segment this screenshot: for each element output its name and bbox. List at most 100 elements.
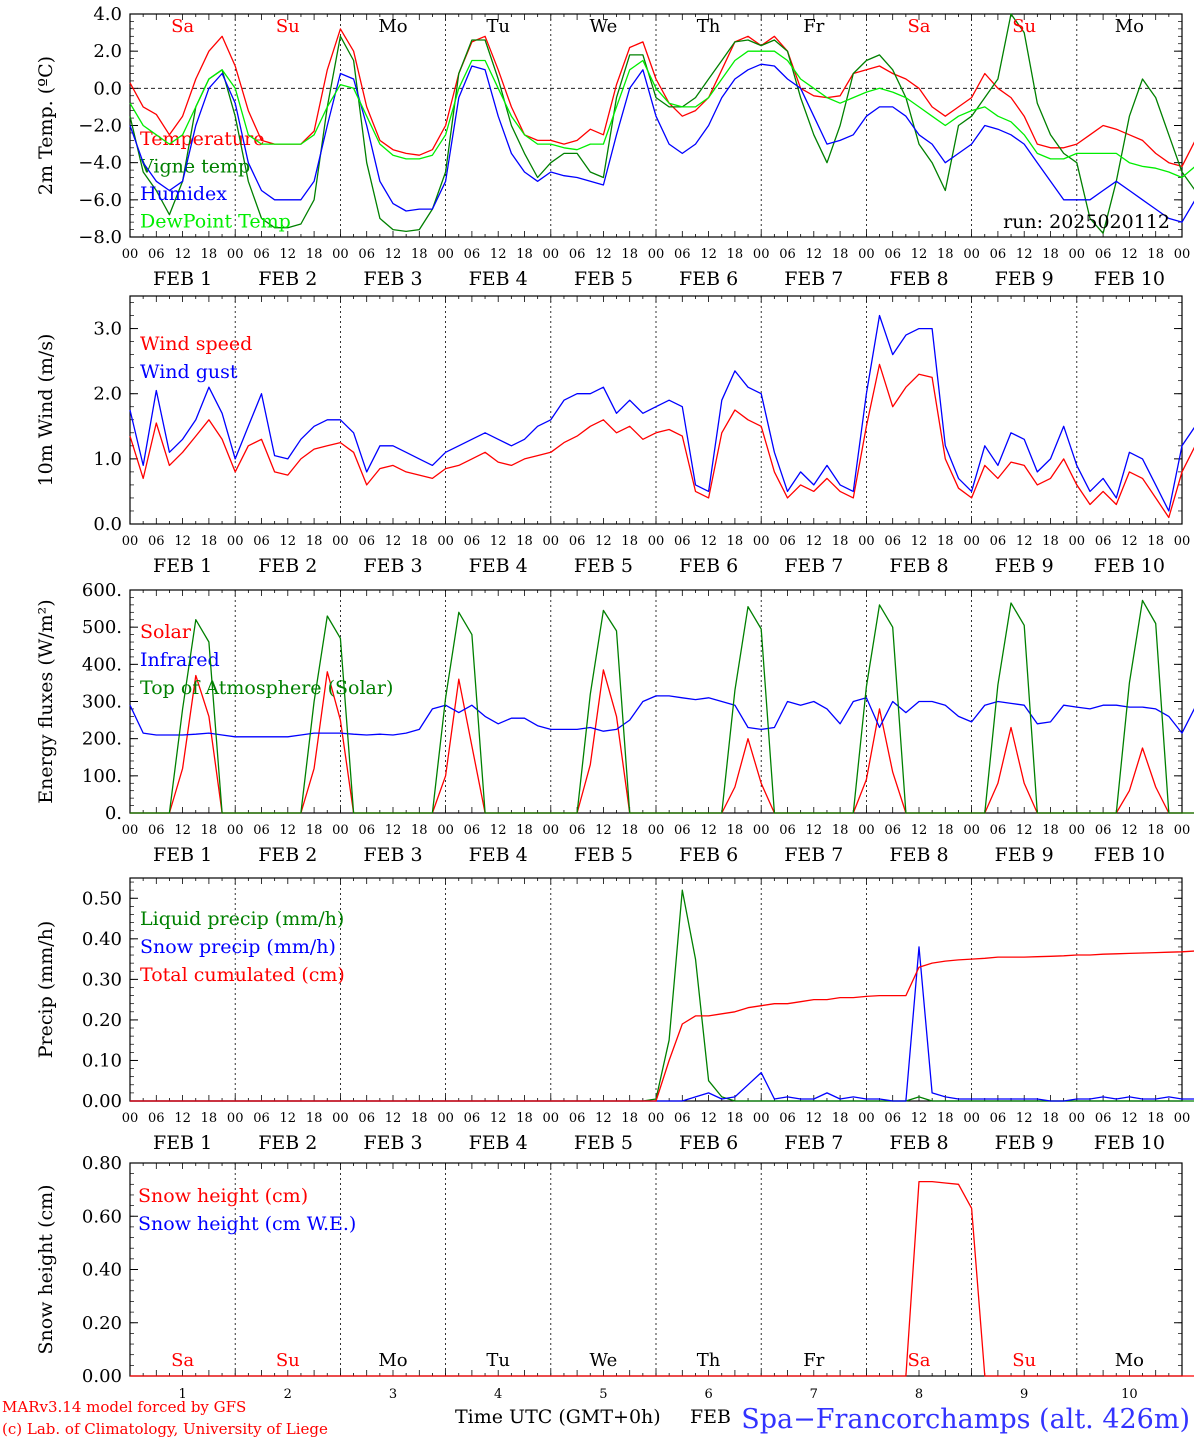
date-label: FEB 6 [679,1132,738,1154]
hour-tick-label: 12 [806,823,823,838]
hour-tick-label: 00 [1174,823,1191,838]
weekday-label: Mo [1115,16,1144,37]
hour-tick-label: 18 [1147,823,1164,838]
hour-tick-label: 00 [753,823,770,838]
hour-tick-label: 18 [937,1111,954,1126]
hour-tick-label: 12 [490,247,507,262]
hour-tick-label: 18 [516,823,533,838]
date-label: FEB 2 [258,1132,317,1154]
y-tick-label: 0.0 [93,78,122,99]
hour-tick-label: 18 [621,1111,638,1126]
legend-entry: Top of Atmosphere (Solar) [140,677,393,699]
hour-tick-label: 00 [1069,247,1086,262]
hour-tick-label: 00 [227,823,244,838]
hour-tick-label: 00 [437,1111,454,1126]
hour-tick-label: 18 [411,534,428,549]
y-tick-label: 0.20 [82,1010,122,1031]
hour-tick-label: 18 [727,823,744,838]
y-tick-label: 1.0 [93,449,122,470]
weekday-label: Mo [378,1350,407,1371]
y-tick-label: 300. [82,692,122,713]
hour-tick-label: 00 [227,1111,244,1126]
hour-tick-label: 12 [1121,247,1138,262]
y-tick-label: 0.80 [82,1153,122,1174]
hour-tick-label: 00 [437,823,454,838]
credit-line-2: (c) Lab. of Climatology, University of L… [2,1420,328,1438]
weekday-label: We [590,16,618,37]
date-label: FEB 6 [679,844,738,866]
hour-tick-label: 06 [779,823,796,838]
hour-tick-label: 18 [411,1111,428,1126]
hour-tick-label: 12 [490,1111,507,1126]
credit-line-1: MARv3.14 model forced by GFS [2,1398,246,1416]
hour-tick-label: 00 [648,534,665,549]
hour-tick-label: 06 [1095,823,1112,838]
weekday-label: Fr [803,16,824,37]
y-tick-label: 400. [82,654,122,675]
y-axis-label: 10m Wind (m/s) [35,334,57,487]
hour-tick-label: 06 [569,534,586,549]
hour-tick-label: 12 [911,1111,928,1126]
hour-tick-label: 00 [122,534,139,549]
date-label: FEB 2 [258,268,317,290]
weekday-label: Mo [378,16,407,37]
hour-tick-label: 06 [358,534,375,549]
hour-tick-label: 06 [148,823,165,838]
date-label: FEB 8 [889,844,948,866]
hour-tick-label: 00 [1069,534,1086,549]
hour-tick-label: 12 [1121,534,1138,549]
hour-tick-label: 00 [437,247,454,262]
date-label: FEB 5 [574,555,633,577]
date-label: FEB 5 [574,1132,633,1154]
hour-tick-label: 00 [858,823,875,838]
hour-tick-label: 06 [1095,247,1112,262]
hour-tick-label: 12 [1016,534,1033,549]
hour-tick-label: 00 [227,247,244,262]
date-label: FEB 3 [363,555,422,577]
hour-tick-label: 12 [174,1111,191,1126]
date-label: FEB 1 [153,555,212,577]
panel-2: 3.0 2.0 1.0 0.0 10m Wind (m/s) Wind speed Wind… [35,295,1194,577]
y-tick-label: 100. [82,766,122,787]
hour-tick-label: 18 [306,1111,323,1126]
hour-tick-label: 06 [779,1111,796,1126]
date-label: FEB 9 [995,555,1054,577]
series-line-4 [129,50,1194,179]
hour-tick-label: 12 [1016,247,1033,262]
hour-tick-label: 06 [253,247,270,262]
hour-tick-label: 00 [1174,247,1191,262]
y-tick-label: 2.0 [93,384,122,405]
legend-entry: Total cumulated (cm) [140,964,345,986]
series-line-3 [130,950,1194,1102]
legend-entry: Temperature [140,128,264,150]
hour-tick-label: 00 [122,247,139,262]
legend-entry: DewPoint Temp [140,211,291,233]
hour-tick-label: 18 [516,1111,533,1126]
date-label: FEB 10 [1094,1132,1165,1154]
hour-tick-label: 12 [595,534,612,549]
hour-tick-label: 06 [253,534,270,549]
y-tick-label: −8.0 [78,227,122,248]
date-label: FEB 10 [1094,844,1165,866]
y-axis-label: Snow height (cm) [35,1184,57,1354]
hour-tick-label: 06 [674,1111,691,1126]
y-tick-label: 0. [105,803,122,824]
hour-tick-label: 06 [884,1111,901,1126]
hour-tick-label: 12 [174,823,191,838]
weekday-label: Sa [171,16,194,37]
hour-tick-label: 18 [1147,1111,1164,1126]
station-label: Spa−Francorchamps (alt. 426m) [741,1404,1190,1435]
weekday-label: Sa [907,1350,930,1371]
hour-tick-label: 06 [674,534,691,549]
hour-tick-label: 06 [884,534,901,549]
hour-tick-label: 12 [280,1111,297,1126]
y-tick-label: −4.0 [78,153,122,174]
hour-tick-label: 00 [332,247,349,262]
hour-tick-label: 18 [1042,1111,1059,1126]
hour-tick-label: 00 [122,823,139,838]
date-label: FEB 4 [469,844,528,866]
date-label: FEB 7 [784,268,843,290]
series-line-2 [129,695,1194,738]
hour-tick-label: 12 [700,823,717,838]
